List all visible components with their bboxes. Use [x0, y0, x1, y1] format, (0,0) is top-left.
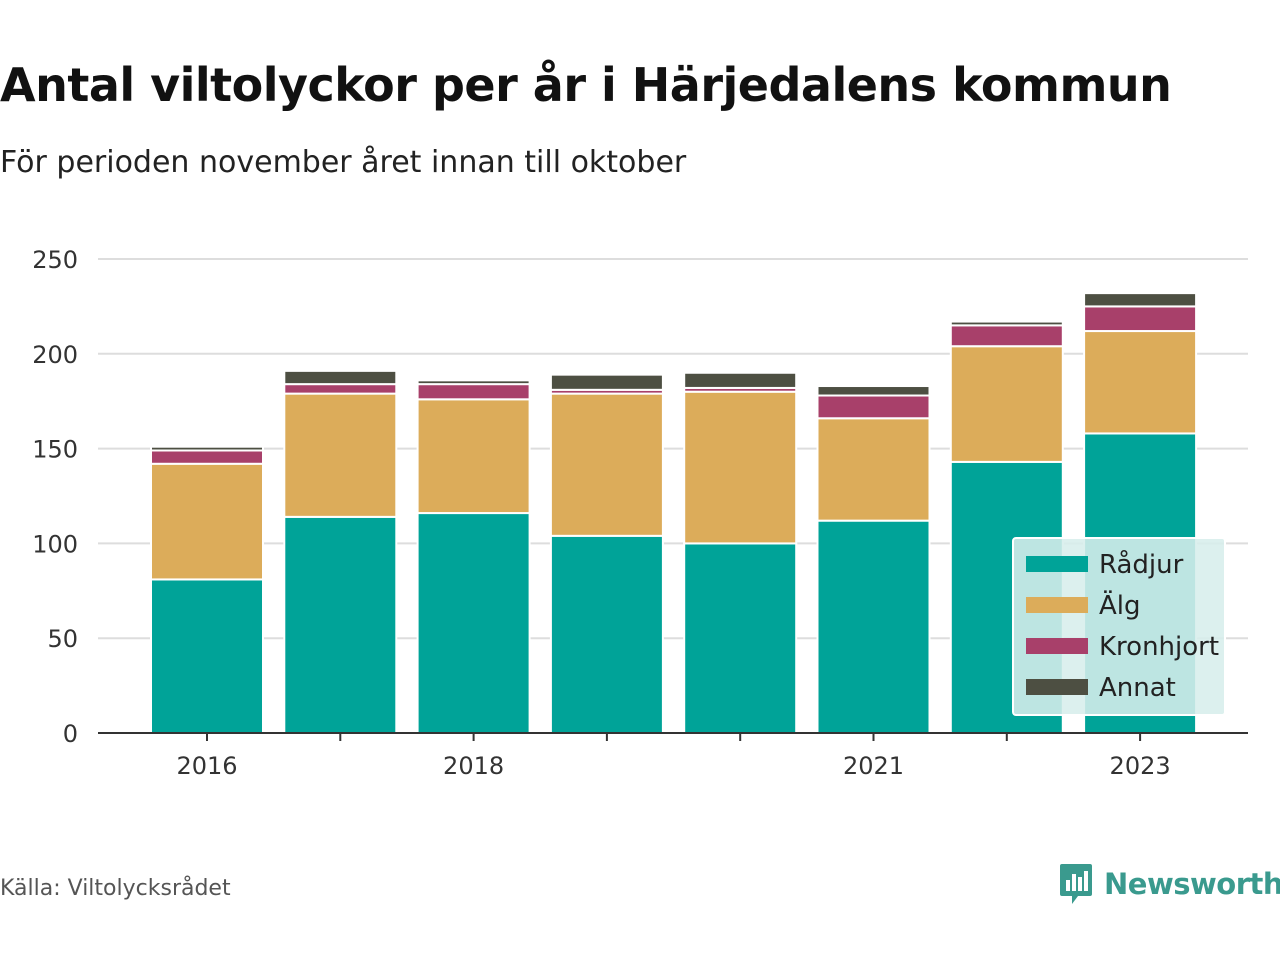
bar-2021-älg	[816, 417, 931, 522]
brand-logo: Newsworthy	[1058, 862, 1280, 906]
bar-2018-älg	[416, 398, 531, 515]
bar-2017-rådjur	[283, 515, 398, 735]
legend-box	[1012, 537, 1226, 716]
y-axis: 0 50 100 150 200 250	[32, 246, 78, 748]
bar-2018-rådjur	[416, 512, 531, 735]
brand-name: Newsworthy	[1104, 867, 1280, 901]
chart-title: Antal viltolyckor per år i Härjedalens k…	[0, 58, 1172, 112]
x-tick-label: 2016	[176, 752, 237, 780]
bar-2018-annat	[416, 379, 531, 386]
legend-label: Kronhjort	[1099, 632, 1219, 662]
y-tick-label: 50	[47, 625, 78, 653]
bar-2017-älg	[283, 392, 398, 518]
y-tick-label: 200	[32, 341, 78, 369]
y-tick-label: 250	[32, 246, 78, 274]
bar-2019-älg	[549, 392, 664, 537]
bar-2020-älg	[683, 390, 798, 545]
bar-2016-älg	[150, 462, 264, 581]
x-tick-label: 2023	[1110, 752, 1171, 780]
bar-2023-älg	[1083, 330, 1198, 435]
bar-2017-kronhjort	[283, 383, 398, 395]
bar-2021-kronhjort	[816, 394, 931, 420]
bar-2023-annat	[1083, 292, 1198, 308]
bar-2022-annat	[949, 320, 1064, 327]
legend-swatch-kronhjort	[1026, 638, 1088, 654]
bar-2022-älg	[949, 345, 1064, 463]
bar-2022-kronhjort	[949, 324, 1064, 348]
bar-2023-kronhjort	[1083, 305, 1198, 333]
chart-subtitle: För perioden november året innan till ok…	[0, 145, 687, 180]
legend-swatch-älg	[1026, 597, 1088, 613]
legend-label: Älg	[1099, 589, 1141, 621]
x-tick-label: 2021	[843, 752, 904, 780]
bar-2020-annat	[683, 371, 798, 389]
bar-2018-kronhjort	[416, 383, 531, 401]
bars	[150, 292, 1198, 735]
legend-swatch-annat	[1026, 679, 1088, 695]
bar-2020-rådjur	[683, 542, 798, 735]
bar-2021-annat	[816, 385, 931, 397]
y-tick-label: 0	[63, 720, 78, 748]
legend-label: Rådjur	[1099, 549, 1184, 580]
source-note: Källa: Viltolycksrådet	[0, 876, 231, 901]
x-tick-label: 2018	[443, 752, 504, 780]
bar-2017-annat	[283, 369, 398, 386]
bar-2019-rådjur	[549, 534, 664, 734]
y-tick-label: 100	[32, 530, 78, 558]
legend: Rådjur Älg Kronhjort Annat	[1012, 537, 1226, 716]
bar-2021-rådjur	[816, 519, 931, 735]
bar-2016-kronhjort	[150, 449, 264, 465]
bar-2019-annat	[549, 373, 664, 391]
bar-2016-annat	[150, 445, 264, 452]
y-tick-label: 150	[32, 436, 78, 464]
bar-chart-badge-icon	[1060, 864, 1092, 904]
legend-label: Annat	[1099, 673, 1176, 703]
x-axis: 2016 2018 2021 2023	[176, 733, 1171, 780]
bar-2016-rådjur	[150, 578, 264, 735]
legend-swatch-rådjur	[1026, 556, 1088, 572]
stacked-bar-chart: 0 50 100 150 200 250 2016 2018 2021 2023 Rådjur Ä…	[32, 246, 1248, 780]
